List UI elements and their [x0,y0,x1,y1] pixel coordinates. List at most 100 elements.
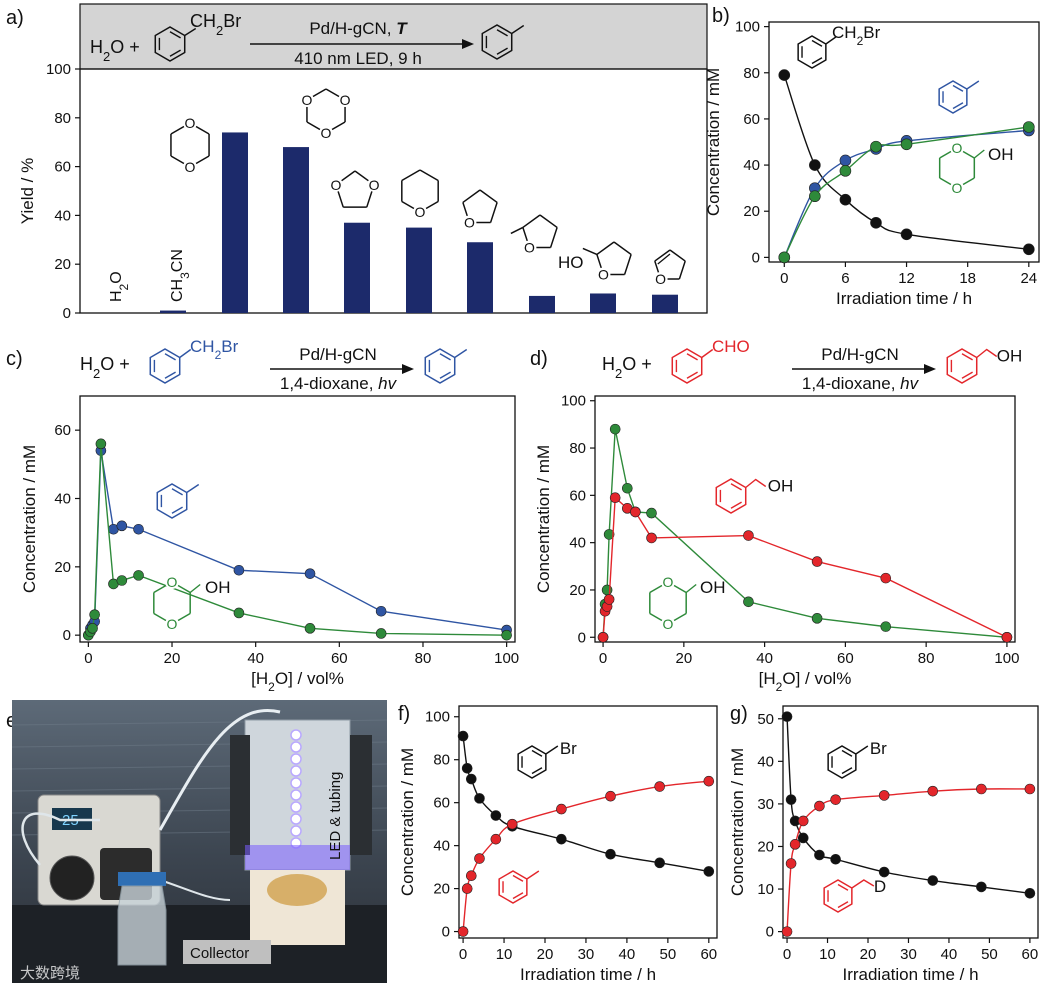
data-point [646,532,657,544]
svg-text:O: O [598,267,609,283]
tetrahydropyran-icon: O [401,169,439,220]
data-point [830,853,841,865]
svg-text:O: O [185,115,196,131]
toluene-icon [938,80,968,114]
svg-text:O: O [952,140,963,156]
x-axis-title: Irradiation time / h [842,965,978,984]
data-point [506,818,518,830]
scheme-a-conditions: 410 nm LED, 9 h [294,49,422,68]
data-point [778,69,791,81]
data-point [870,216,882,229]
data-point [556,833,567,845]
y-tick-label: 0 [766,924,774,941]
panel-label-d: d) [530,348,548,370]
data-point [778,251,791,264]
x-tick-label: 0 [459,946,467,963]
product-icon [946,348,978,384]
data-point [797,832,809,844]
data-point [1023,243,1035,256]
data-point [900,228,913,241]
data-point [976,783,987,795]
y-tick-label: 0 [442,924,450,941]
data-point [1023,121,1035,133]
collector-bottle [117,885,167,966]
y-tick-label: 0 [63,627,71,644]
data-point [878,866,890,878]
bar-label-ch3cn: CH3CN [169,249,192,302]
bar-7 [529,295,555,313]
y-tick-label: 40 [757,753,774,770]
y-tick-label: 20 [54,256,71,273]
data-point [375,605,387,617]
plot-frame [768,21,1040,263]
bar-2 [222,132,248,313]
led-tubing-label: LED & tubing [327,772,344,860]
x-tick-label: 18 [959,270,976,287]
data-point [703,866,715,877]
series-line-green [602,428,1007,638]
x-tick-label: 20 [676,650,693,667]
data-point [375,628,387,639]
y-tick-label: 60 [54,159,71,176]
series-line-red [462,780,709,932]
scheme-c-catalyst: Pd/H-gCN [299,345,376,364]
svg-text:O: O [952,180,963,196]
reagent-icon [671,348,703,384]
panel-label-g: g) [730,703,748,725]
svg-text:O: O [663,616,674,632]
data-point [490,810,502,821]
y-tick-label: 40 [54,491,71,508]
x-tick-label: 40 [619,946,636,963]
data-point [601,584,613,596]
x-tick-label: 40 [756,650,773,667]
data-point [880,572,892,584]
x-tick-label: 30 [900,946,917,963]
series-line-blue [87,450,507,636]
x-tick-label: 40 [247,650,264,667]
svg-text:O: O [167,574,178,590]
svg-text:O: O [464,215,475,231]
oh-label: OH [768,477,794,496]
tetrahydrofuran-icon: O [462,189,498,231]
benzyl-bromide-icon [797,35,827,69]
series-green [83,438,512,641]
benzyl-bromide-icon [827,745,857,779]
data-point [609,423,621,435]
panel-label-b: b) [712,5,730,27]
x-axis-title: Irradiation time / h [520,965,656,984]
br-label: Br [870,739,887,758]
chart-d: 0 20 40 60 80 100 0 20 40 60 80 100 Concentration / … [534,393,1019,694]
data-point [839,193,852,206]
data-point [1024,888,1036,899]
y-tick-label: 60 [433,795,450,812]
data-point [605,848,616,860]
data-point [839,165,852,177]
data-point [461,762,473,774]
y-tick-label: 100 [46,61,71,78]
svg-text:O: O [524,240,535,256]
bar-4 [344,222,370,313]
y-axis-title: Concentration / mM [704,68,723,216]
x-tick-label: 60 [331,650,348,667]
series-line-green [87,443,507,636]
data-point [89,609,100,620]
y-axis-title: Concentration / mM [20,445,39,593]
data-point [233,564,245,576]
x-tick-label: 0 [780,270,788,287]
y-tick-label: 0 [752,249,760,266]
benzyl-bromide-icon [517,745,547,779]
deuterated-toluene-icon [823,879,853,913]
panel-label-a: a) [6,7,24,29]
x-tick-label: 50 [660,946,677,963]
y-tick-label: 40 [54,207,71,224]
y-tick-label: 60 [54,422,71,439]
data-point [811,613,823,624]
scheme-d-conditions: 1,4-dioxane, hv [802,374,920,393]
data-point [133,570,144,581]
svg-text:O: O [369,177,380,193]
data-point [465,870,477,882]
y-tick-label: 80 [54,110,71,127]
y-axis-title: Concentration / mM [398,748,417,896]
